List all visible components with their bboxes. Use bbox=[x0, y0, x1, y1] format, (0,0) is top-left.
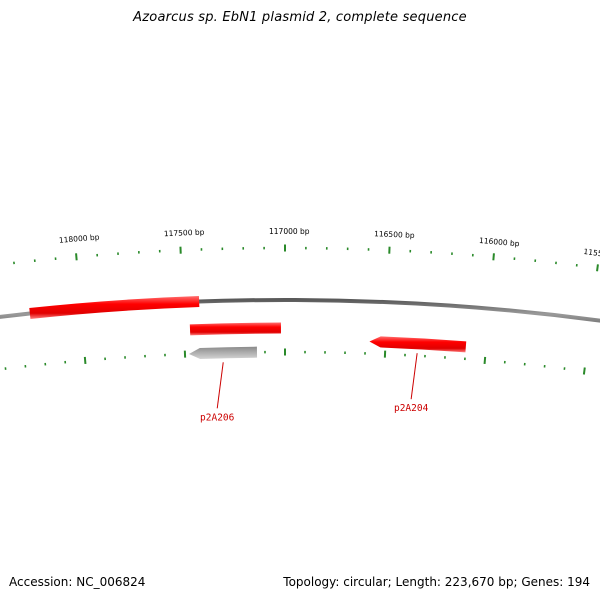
ruler-label-117500: 117500 bp bbox=[164, 228, 205, 239]
gene-label-p2A204[interactable]: p2A204 bbox=[394, 403, 429, 414]
ruler-label-117000: 117000 bp bbox=[269, 227, 310, 236]
gene-bar-p2A204[interactable] bbox=[369, 336, 467, 353]
ruler-label-118000: 118000 bp bbox=[59, 232, 100, 244]
gene-leader-p2A206 bbox=[216, 362, 224, 409]
gene-bar-gene-117500-118200[interactable] bbox=[29, 296, 200, 319]
map-title: Azoarcus sp. EbN1 plasmid 2, complete se… bbox=[133, 10, 467, 25]
accession-text: Accession: NC_006824 bbox=[9, 575, 146, 589]
ruler-label-116500: 116500 bp bbox=[374, 229, 415, 240]
ruler-tick-outer-118000 bbox=[75, 253, 78, 261]
ruler-label-116000: 116000 bp bbox=[479, 236, 520, 248]
ruler-tick-inner-116000 bbox=[483, 356, 487, 365]
ruler-tick-inner-118000 bbox=[83, 356, 87, 365]
ruler-tick-inner-115500 bbox=[582, 367, 586, 375]
gene-bar-p2A206[interactable] bbox=[188, 346, 258, 360]
gene-label-p2A206[interactable]: p2A206 bbox=[200, 412, 235, 423]
ruler-label-115500: 115500 bp bbox=[583, 247, 600, 261]
ruler-tick-outer-116000 bbox=[492, 253, 495, 261]
ruler-tick-outer-115500 bbox=[596, 264, 599, 272]
gene-bar-gene-117000-117500[interactable] bbox=[189, 322, 281, 336]
summary-text: Topology: circular; Length: 223,670 bp; … bbox=[283, 575, 590, 589]
gene-leader-p2A204 bbox=[410, 353, 418, 400]
